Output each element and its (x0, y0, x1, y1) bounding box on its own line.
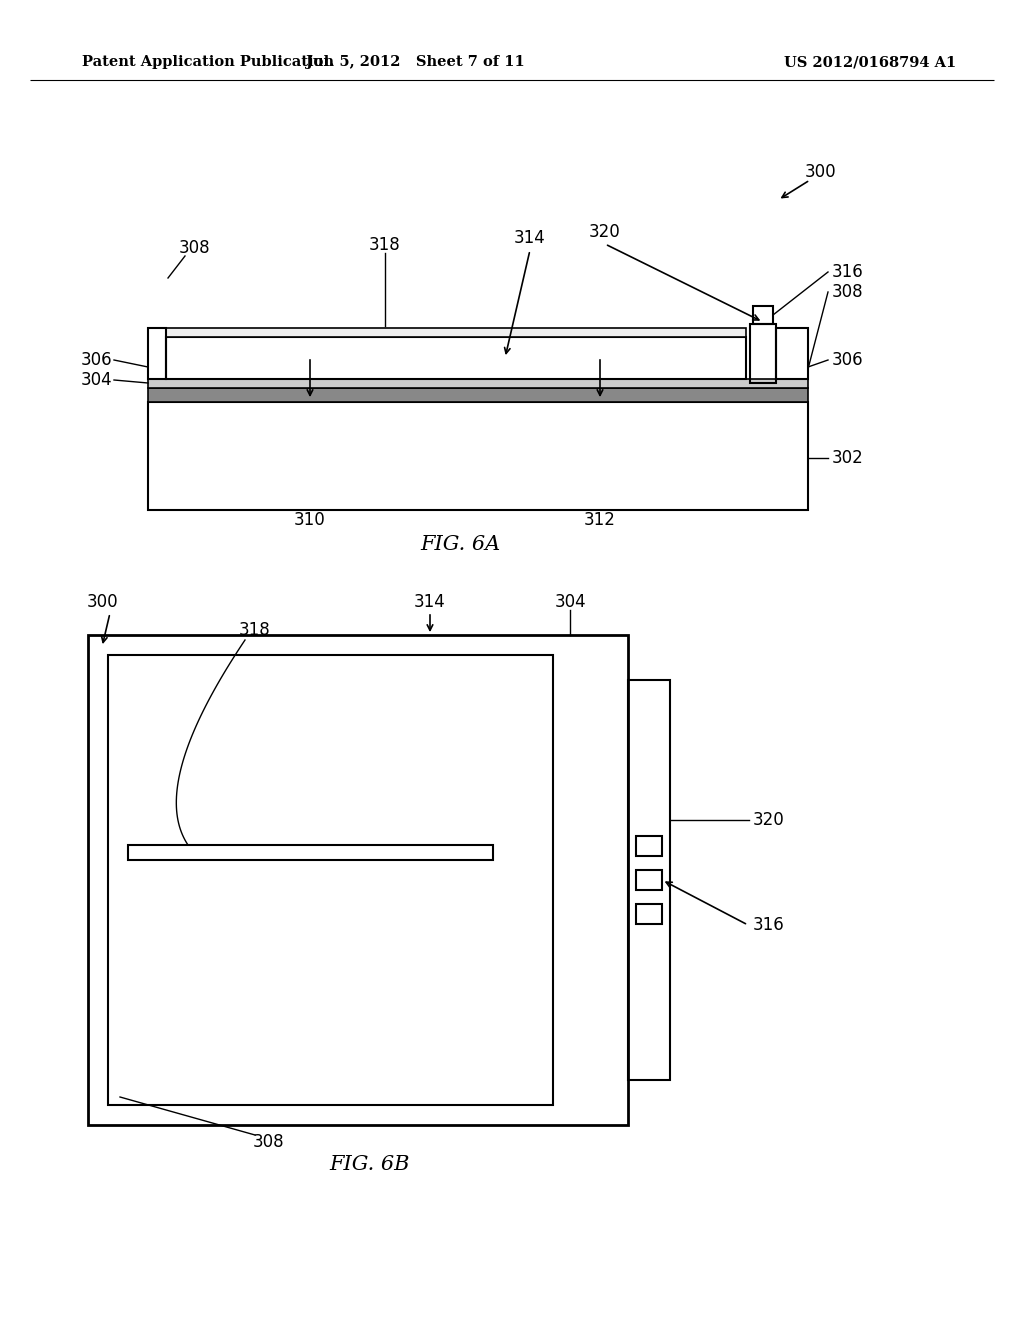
Text: 300: 300 (87, 593, 119, 611)
Text: 318: 318 (240, 620, 271, 639)
Text: Patent Application Publication: Patent Application Publication (82, 55, 334, 69)
Text: FIG. 6A: FIG. 6A (420, 536, 500, 554)
Bar (753, 306, 773, 323)
Text: Jul. 5, 2012   Sheet 7 of 11: Jul. 5, 2012 Sheet 7 of 11 (305, 55, 524, 69)
Text: US 2012/0168794 A1: US 2012/0168794 A1 (784, 55, 956, 69)
Text: 300: 300 (804, 162, 836, 181)
Text: 318: 318 (369, 236, 400, 253)
Text: 304: 304 (554, 593, 586, 611)
Text: 314: 314 (414, 593, 445, 611)
Bar (636, 870, 662, 890)
Bar (776, 327, 808, 379)
Text: 304: 304 (80, 371, 112, 389)
Bar (750, 323, 776, 383)
Text: 302: 302 (831, 449, 864, 467)
Text: 308: 308 (179, 239, 211, 257)
Bar (128, 845, 493, 861)
Bar (88, 635, 628, 1125)
Text: FIG. 6B: FIG. 6B (330, 1155, 411, 1175)
Bar (166, 337, 746, 379)
Text: 308: 308 (252, 1133, 284, 1151)
Bar (636, 836, 662, 855)
Text: 320: 320 (753, 810, 784, 829)
Text: 310: 310 (294, 511, 326, 529)
Text: 306: 306 (831, 351, 863, 370)
Bar (148, 403, 808, 510)
Bar (636, 904, 662, 924)
Text: 312: 312 (584, 511, 616, 529)
Bar (108, 655, 553, 1105)
Text: 306: 306 (80, 351, 112, 370)
Bar (148, 327, 166, 379)
Text: 314: 314 (514, 228, 546, 247)
Bar (166, 327, 746, 337)
Text: 308: 308 (831, 282, 863, 301)
Text: 316: 316 (753, 916, 784, 935)
Bar (148, 388, 808, 403)
Bar (148, 379, 808, 388)
Bar (628, 680, 670, 1080)
Text: 316: 316 (831, 263, 864, 281)
Text: 320: 320 (589, 223, 621, 242)
